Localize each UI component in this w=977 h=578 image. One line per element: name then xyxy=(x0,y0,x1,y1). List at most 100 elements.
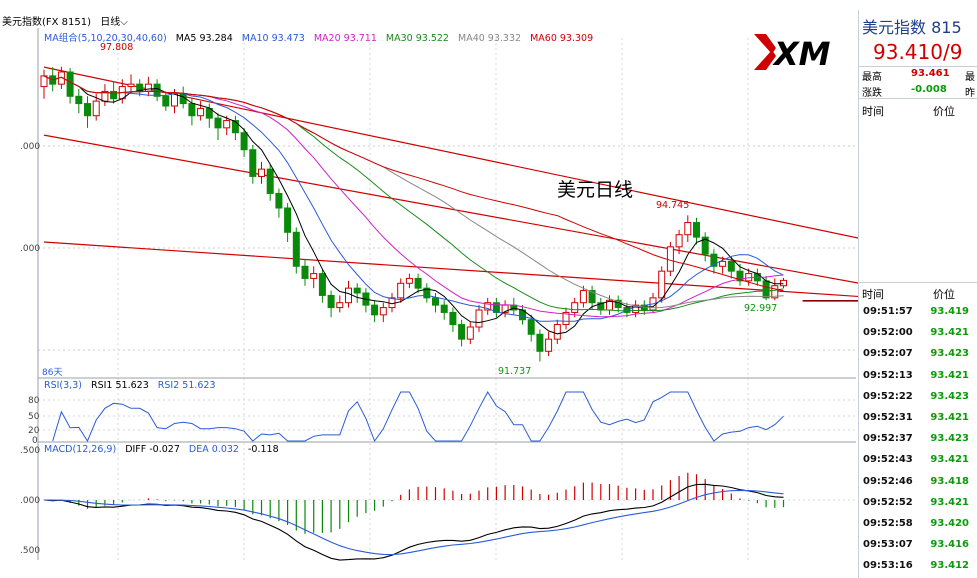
trade-row[interactable]: 09:52:31 93.421 xyxy=(859,408,977,428)
ma20-label: MA20 93.711 xyxy=(313,33,377,44)
candle xyxy=(40,69,48,99)
trade-price: 93.421 xyxy=(930,327,969,339)
ma-line xyxy=(43,75,784,309)
chart-title[interactable]: 美元指数(FX 8151) 日线⌵ xyxy=(2,13,128,28)
candle xyxy=(440,300,448,320)
trade-price: 93.423 xyxy=(930,348,969,360)
period-label[interactable]: 日线 xyxy=(100,17,121,28)
candle-body xyxy=(536,333,544,352)
ma-line xyxy=(43,75,784,322)
trade-row[interactable]: 09:53:07 93.416 xyxy=(859,535,977,555)
trade-time: 09:52:07 xyxy=(863,348,913,360)
trade-row[interactable]: 09:52:07 93.423 xyxy=(859,344,977,364)
candle xyxy=(684,215,692,242)
candle-body xyxy=(405,277,413,284)
candle xyxy=(310,266,318,289)
candle-body xyxy=(701,236,709,255)
trade-row[interactable]: 09:52:58 93.420 xyxy=(859,514,977,534)
candle-body xyxy=(231,120,239,134)
macd-tick: .000 xyxy=(20,496,41,506)
rsi-legend[interactable]: RSI(3,3) RSI1 51.623 RSI2 51.623 xyxy=(44,380,222,391)
candle xyxy=(545,331,553,357)
high-label: 最高 xyxy=(862,72,882,83)
macd-legend[interactable]: MACD(12,26,9) DIFF -0.027 DEA 0.032 -0.1… xyxy=(44,444,285,455)
candle xyxy=(223,115,231,136)
candle xyxy=(597,297,605,315)
candle xyxy=(336,295,344,313)
trade-time: 09:51:57 xyxy=(863,306,913,317)
candle xyxy=(231,115,239,140)
candle xyxy=(240,127,248,157)
trade-row[interactable]: 09:51:57 93.419 xyxy=(859,302,977,322)
candle xyxy=(144,76,152,97)
candle xyxy=(101,84,109,106)
change-value: -0.008 xyxy=(911,84,947,95)
candle-body xyxy=(75,95,83,105)
candle xyxy=(258,161,265,184)
candle-body xyxy=(275,192,283,209)
candle-body xyxy=(762,280,770,299)
rsi-line xyxy=(52,390,784,443)
candle xyxy=(362,288,370,313)
candle xyxy=(449,307,457,332)
trade-price: 93.421 xyxy=(930,369,969,381)
trend-line xyxy=(43,134,858,284)
candle xyxy=(414,273,422,293)
candle-body xyxy=(223,120,231,129)
candle xyxy=(658,266,666,303)
candle xyxy=(153,79,161,102)
candle xyxy=(562,307,570,330)
trade-time: 09:52:13 xyxy=(863,369,913,381)
candle-body xyxy=(127,83,135,88)
trade-row[interactable]: 09:52:22 93.423 xyxy=(859,387,977,407)
rsi2-value: RSI2 51.623 xyxy=(157,380,216,391)
candle-body xyxy=(327,294,335,309)
quote-price: 93.410/9 xyxy=(873,40,963,64)
period-dropdown-icon[interactable]: ⌵ xyxy=(120,17,128,28)
candle xyxy=(675,229,683,255)
candle xyxy=(405,273,413,289)
divider xyxy=(859,282,977,283)
candle-body xyxy=(579,290,587,304)
macd-name[interactable]: MACD(12,26,9) xyxy=(44,444,117,455)
candle-body xyxy=(527,319,535,335)
trade-price: 93.423 xyxy=(930,390,969,402)
candle xyxy=(275,188,283,218)
rsi-name[interactable]: RSI(3,3) xyxy=(44,380,82,391)
quote-panel: 美元指数 815 93.410/9 最高 93.461 最 涨跌 -0.008 … xyxy=(858,10,977,578)
ma60-label: MA60 93.309 xyxy=(530,33,594,44)
trade-price: 93.416 xyxy=(930,539,969,551)
candle-body xyxy=(632,304,640,313)
trade-row[interactable]: 09:52:13 93.421 xyxy=(859,366,977,386)
rsi-tick-20: 20 xyxy=(28,426,40,436)
candle-body xyxy=(475,309,483,328)
candle-body xyxy=(449,311,457,326)
trade-row[interactable]: 09:52:00 93.421 xyxy=(859,323,977,343)
candle xyxy=(379,302,387,323)
candle xyxy=(501,300,509,318)
candle-body xyxy=(466,326,474,340)
ma-group-label[interactable]: MA组合(5,10,20,30,40,60) xyxy=(44,33,167,44)
ma5-label: MA5 93.284 xyxy=(175,33,233,44)
candle-body xyxy=(171,93,178,107)
macd-diff: DIFF -0.027 xyxy=(125,444,180,455)
instrument-label: 美元指数(FX 8151) xyxy=(2,17,92,28)
trade-time: 09:53:16 xyxy=(863,560,913,572)
trade-row[interactable]: 09:52:43 93.421 xyxy=(859,450,977,470)
kline-chart[interactable] xyxy=(0,0,858,578)
trade-row[interactable]: 09:52:37 93.423 xyxy=(859,429,977,449)
candle xyxy=(780,277,787,289)
trade-row[interactable]: 09:53:16 93.412 xyxy=(859,556,977,576)
candle-body xyxy=(162,95,170,107)
trade-row[interactable]: 09:52:46 93.418 xyxy=(859,472,977,492)
price-tick: .000 xyxy=(20,244,41,254)
candle-body xyxy=(397,282,405,299)
trade-price: 93.421 xyxy=(930,412,969,423)
candle-body xyxy=(292,231,300,267)
candle xyxy=(614,295,622,313)
candle xyxy=(292,227,300,274)
logo-text: XM xyxy=(772,35,831,73)
candle-body xyxy=(249,149,257,177)
trade-row[interactable]: 09:52:52 93.421 xyxy=(859,493,977,513)
trade-time-header: 时间 xyxy=(862,288,884,301)
